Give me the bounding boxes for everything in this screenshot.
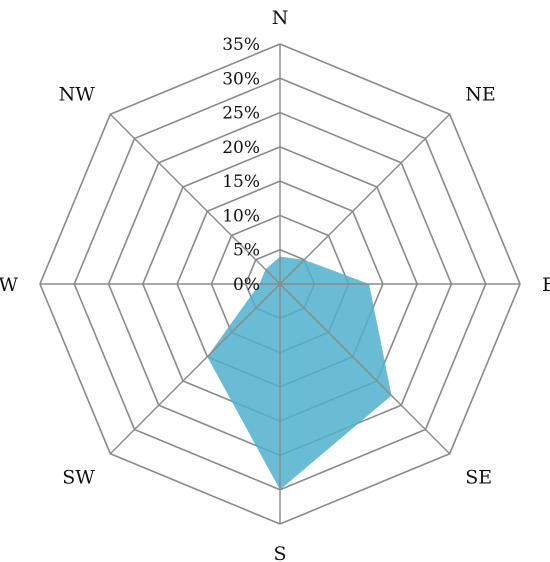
spoke-ne xyxy=(279,113,451,285)
radial-tick-labels: 0% 5% 10% 15% 20% 25% 30% 35% xyxy=(222,35,260,295)
direction-label-se: SE xyxy=(465,466,492,488)
direction-label-s: S xyxy=(273,543,286,562)
direction-label-w: W xyxy=(0,274,18,296)
direction-labels: N NE E SE S SW W NW xyxy=(0,7,550,562)
series-area-0 xyxy=(207,256,392,490)
direction-label-nw: NW xyxy=(59,84,96,106)
tick-label-10: 10% xyxy=(222,206,260,226)
direction-label-sw: SW xyxy=(62,466,95,488)
direction-label-ne: NE xyxy=(465,84,496,106)
series-area-group xyxy=(207,256,392,490)
direction-label-n: N xyxy=(272,7,289,29)
tick-label-15: 15% xyxy=(222,172,260,192)
spoke-nw xyxy=(109,113,281,285)
tick-label-30: 30% xyxy=(222,69,260,89)
radar-spokes xyxy=(40,44,520,524)
tick-label-25: 25% xyxy=(222,104,260,124)
spoke-sw xyxy=(109,283,281,455)
tick-label-20: 20% xyxy=(222,138,260,158)
tick-label-0: 0% xyxy=(233,275,260,295)
direction-label-e: E xyxy=(542,274,550,296)
tick-label-5: 5% xyxy=(233,241,260,261)
spoke-se xyxy=(279,283,451,455)
tick-label-35: 35% xyxy=(222,35,260,55)
